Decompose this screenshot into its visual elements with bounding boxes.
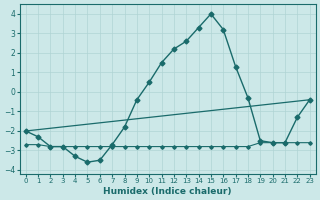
X-axis label: Humidex (Indice chaleur): Humidex (Indice chaleur) <box>103 187 232 196</box>
